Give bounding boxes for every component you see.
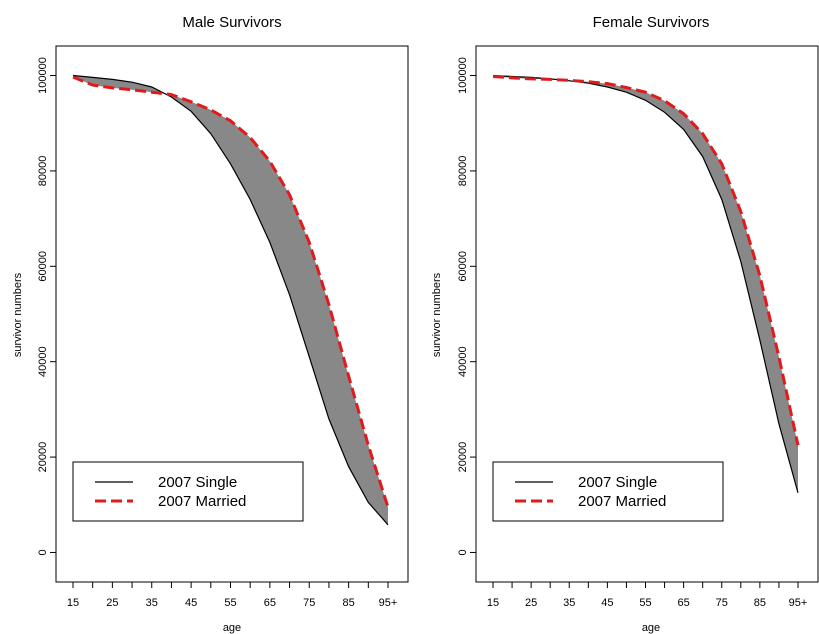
married-series-line <box>492 75 800 446</box>
x-tick-label: 65 <box>678 597 690 609</box>
y-tick-label: 0 <box>37 549 49 555</box>
y-axis-label: survivor numbers <box>12 272 24 357</box>
legend-label: 2007 Single <box>578 474 657 491</box>
married-series-line <box>72 75 390 508</box>
x-tick-label: 75 <box>716 597 728 609</box>
gap-area <box>73 75 388 525</box>
x-tick-label: 25 <box>106 597 118 609</box>
legend-label: 2007 Single <box>158 474 237 491</box>
y-tick-label: 80000 <box>37 156 49 187</box>
x-tick-label: 95+ <box>379 597 398 609</box>
y-tick-label: 100000 <box>457 57 469 94</box>
x-tick-label: 65 <box>264 597 276 609</box>
legend-box <box>492 461 724 522</box>
plot-frame <box>55 45 409 583</box>
y-tick-label: 60000 <box>37 251 49 282</box>
x-tick-label: 35 <box>146 597 158 609</box>
x-tick-label: 25 <box>525 597 537 609</box>
plot-frame <box>475 45 819 583</box>
x-tick-label: 75 <box>303 597 315 609</box>
y-axis-label: survivor numbers <box>431 272 443 357</box>
y-tick-label: 0 <box>457 549 469 555</box>
y-tick-label: 60000 <box>457 251 469 282</box>
y-tick-label: 80000 <box>457 156 469 187</box>
legend-label: 2007 Married <box>158 493 246 510</box>
chart-title: Female Survivors <box>593 14 710 31</box>
x-tick-label: 95+ <box>789 597 808 609</box>
y-tick-label: 40000 <box>37 346 49 377</box>
legend-box <box>72 461 304 522</box>
male-survivors-panel: Male Survivors age survivor numbers 15 25… <box>12 14 409 634</box>
x-tick-label: 15 <box>487 597 499 609</box>
legend-label: 2007 Married <box>578 493 666 510</box>
y-tick-label: 20000 <box>457 442 469 473</box>
gap-area <box>493 75 798 493</box>
x-tick-label: 85 <box>754 597 766 609</box>
x-tick-label: 45 <box>185 597 197 609</box>
x-tick-label: 35 <box>563 597 575 609</box>
single-series-line <box>72 74 389 526</box>
x-tick-label: 45 <box>601 597 613 609</box>
x-tick-label: 85 <box>343 597 355 609</box>
y-tick-label: 40000 <box>457 346 469 377</box>
x-axis-label: age <box>642 622 660 634</box>
x-tick-label: 55 <box>224 597 236 609</box>
y-tick-label: 20000 <box>37 442 49 473</box>
x-tick-label: 15 <box>67 597 79 609</box>
x-axis-label: age <box>223 622 241 634</box>
x-tick-label: 55 <box>639 597 651 609</box>
chart-title: Male Survivors <box>182 14 281 31</box>
female-survivors-panel: Female Survivors age survivor numbers 15… <box>431 14 819 634</box>
y-tick-label: 100000 <box>37 57 49 94</box>
